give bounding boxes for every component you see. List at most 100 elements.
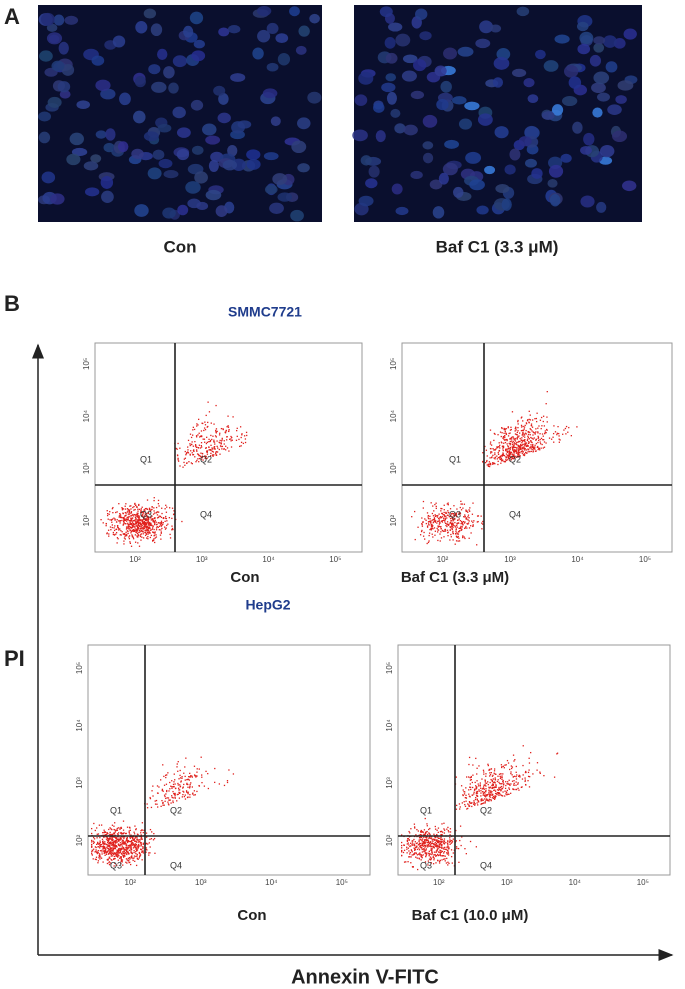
event-dot: [142, 521, 143, 522]
event-dot: [138, 845, 139, 846]
event-dot: [546, 429, 547, 430]
nucleus: [580, 195, 594, 207]
event-dot: [108, 533, 109, 534]
event-dot: [91, 846, 92, 847]
event-dot: [123, 848, 124, 849]
event-dot: [447, 524, 448, 525]
event-dot: [414, 854, 415, 855]
event-dot: [172, 791, 173, 792]
event-dot: [540, 439, 541, 440]
nucleus: [569, 76, 581, 89]
event-dot: [162, 805, 163, 806]
nucleus: [38, 112, 51, 122]
event-dot: [528, 451, 529, 452]
event-dot: [483, 800, 484, 801]
event-dot: [483, 802, 484, 803]
event-dot: [423, 854, 424, 855]
quadrant-label: Q2: [200, 454, 212, 464]
event-dot: [123, 841, 124, 842]
nucleus: [493, 77, 503, 87]
event-dot: [140, 539, 141, 540]
event-dot: [537, 447, 538, 448]
event-dot: [198, 447, 199, 448]
event-dot: [499, 442, 500, 443]
event-dot: [498, 461, 499, 462]
event-dot: [193, 451, 194, 452]
event-dot: [109, 834, 110, 835]
event-dot: [185, 758, 186, 759]
event-dot: [148, 854, 149, 855]
event-dot: [135, 853, 136, 854]
event-dot: [443, 848, 444, 849]
event-dot: [119, 515, 120, 516]
event-dot: [405, 861, 406, 862]
event-dot: [481, 778, 482, 779]
event-dot: [206, 443, 207, 444]
event-dot: [447, 864, 448, 865]
event-dot: [439, 846, 440, 847]
event-dot: [492, 794, 493, 795]
event-dot: [423, 536, 424, 537]
event-dot: [169, 517, 170, 518]
event-dot: [407, 841, 408, 842]
event-dot: [129, 535, 130, 536]
event-dot: [497, 458, 498, 459]
event-dot: [186, 790, 187, 791]
event-dot: [499, 789, 500, 790]
event-dot: [497, 781, 498, 782]
event-dot: [414, 848, 415, 849]
event-dot: [501, 777, 502, 778]
event-dot: [432, 853, 433, 854]
event-dot: [195, 461, 196, 462]
event-dot: [134, 530, 135, 531]
event-dot: [158, 517, 159, 518]
event-dot: [509, 432, 510, 433]
event-dot: [476, 544, 477, 545]
event-dot: [150, 829, 151, 830]
event-dot: [164, 526, 165, 527]
event-dot: [103, 830, 104, 831]
event-dot: [423, 501, 424, 502]
nucleus: [307, 92, 321, 104]
event-dot: [104, 855, 105, 856]
event-dot: [452, 539, 453, 540]
event-dot: [122, 509, 123, 510]
event-dot: [469, 527, 470, 528]
event-dot: [129, 512, 130, 513]
event-dot: [528, 437, 529, 438]
event-dot: [494, 454, 495, 455]
nucleus: [440, 81, 451, 93]
event-dot: [189, 786, 190, 787]
nucleus: [495, 184, 509, 193]
event-dot: [449, 841, 450, 842]
event-dot: [513, 760, 514, 761]
event-dot: [109, 837, 110, 838]
event-dot: [471, 520, 472, 521]
event-dot: [120, 842, 121, 843]
event-dot: [123, 520, 124, 521]
event-dot: [428, 516, 429, 517]
event-dot: [225, 432, 226, 433]
event-dot: [429, 533, 430, 534]
event-dot: [517, 430, 518, 431]
event-dot: [101, 846, 102, 847]
event-dot: [154, 542, 155, 543]
event-dot: [212, 436, 213, 437]
event-dot: [498, 787, 499, 788]
event-dot: [485, 784, 486, 785]
event-dot: [440, 526, 441, 527]
event-dot: [428, 540, 429, 541]
nucleus: [216, 205, 228, 217]
event-dot: [543, 421, 544, 422]
event-dot: [443, 859, 444, 860]
event-dot: [438, 838, 439, 839]
event-dot: [193, 446, 194, 447]
event-dot: [453, 524, 454, 525]
event-dot: [480, 788, 481, 789]
event-dot: [105, 832, 106, 833]
event-dot: [523, 774, 524, 775]
event-dot: [470, 789, 471, 790]
event-dot: [179, 448, 180, 449]
event-dot: [203, 439, 204, 440]
event-dot: [426, 848, 427, 849]
